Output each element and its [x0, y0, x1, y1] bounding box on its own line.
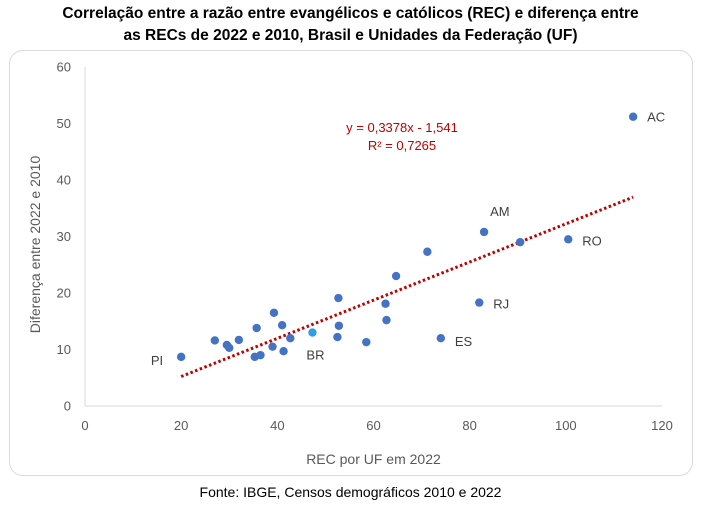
y-axis-label: Diferença entre 2022 e 2010: [27, 156, 43, 334]
data-point-br: [308, 328, 317, 337]
data-point: [333, 332, 342, 342]
x-axis-label: REC por UF em 2022: [306, 451, 441, 467]
x-tick-label: 120: [651, 418, 673, 433]
data-point: [515, 237, 525, 247]
x-tick-label: 100: [555, 418, 577, 433]
chart-panel: [9, 50, 693, 476]
y-tick-label: 10: [57, 342, 71, 357]
y-tick-label: 50: [57, 116, 71, 131]
data-point-am: [479, 227, 489, 237]
data-point: [382, 315, 391, 325]
point-label-rj: RJ: [493, 297, 509, 312]
axes: [84, 67, 662, 407]
chart-title-line2: as RECs de 2022 e 2010, Brasil e Unidade…: [123, 27, 578, 44]
point-label-es: ES: [455, 334, 473, 349]
scatter-chart: 0 10 20 30 40 50 60 0 20 40 60 80 100 120 PI BR ES RJ AM…: [27, 60, 673, 468]
point-label-ro: RO: [582, 233, 602, 248]
data-point: [269, 308, 279, 317]
x-tick-label: 40: [270, 418, 284, 433]
data-point: [381, 299, 390, 308]
data-point: [362, 337, 371, 347]
data-point: [225, 343, 234, 353]
y-tick-labels: 0 10 20 30 40 50 60: [57, 60, 71, 414]
data-point: [334, 321, 344, 330]
data-points: [176, 112, 638, 362]
data-point: [423, 247, 432, 256]
x-tick-label: 20: [174, 418, 188, 433]
y-tick-label: 60: [57, 60, 71, 75]
data-point: [286, 334, 295, 343]
data-point-ro: [564, 235, 573, 244]
x-tick-label: 0: [81, 418, 88, 433]
trend-equation: y = 0,3378x - 1,541: [346, 120, 458, 135]
data-point-pi: [176, 352, 186, 362]
y-tick-label: 40: [57, 173, 71, 188]
data-point: [279, 346, 288, 356]
source-note: Fonte: IBGE, Censos demográficos 2010 e …: [199, 484, 502, 500]
data-point: [277, 321, 287, 330]
data-point-es: [436, 334, 446, 343]
data-point-rj: [475, 298, 484, 307]
trend-r-squared: R² = 0,7265: [368, 138, 436, 153]
data-point: [268, 342, 277, 351]
data-point: [256, 350, 265, 360]
y-tick-label: 20: [57, 286, 71, 301]
x-tick-label: 60: [366, 418, 380, 433]
data-point: [391, 271, 401, 281]
chart-title-line1: Correlação entre a razão entre evangélic…: [62, 5, 639, 22]
y-tick-label: 0: [64, 399, 71, 414]
point-label-am: AM: [490, 204, 510, 219]
data-point: [252, 323, 261, 333]
x-tick-label: 80: [462, 418, 476, 433]
data-point: [234, 335, 244, 345]
data-point: [334, 293, 343, 303]
point-label-br: BR: [306, 348, 324, 363]
data-point-ac: [628, 112, 638, 121]
point-label-pi: PI: [151, 353, 163, 368]
point-labels: PI BR ES RJ AM RO AC: [151, 110, 665, 368]
y-tick-label: 30: [57, 229, 71, 244]
data-point: [210, 336, 220, 345]
x-tick-labels: 0 20 40 60 80 100 120: [81, 418, 672, 433]
trend-line: [180, 195, 634, 378]
point-label-ac: AC: [647, 110, 665, 125]
